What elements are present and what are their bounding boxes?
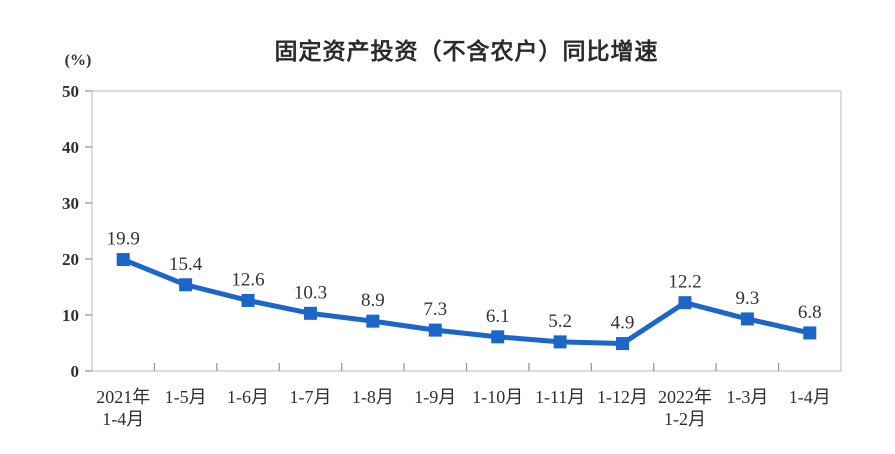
y-axis-tick-label: 10 bbox=[62, 306, 79, 325]
data-point-marker bbox=[366, 314, 380, 328]
x-axis-tick-label: 1-8月 bbox=[352, 387, 394, 407]
x-axis-tick-label: 1-12月 bbox=[597, 387, 648, 407]
data-point-label: 9.3 bbox=[736, 288, 760, 309]
data-point-label: 12.2 bbox=[668, 272, 701, 293]
x-axis-tick-label: 1-4月 bbox=[102, 409, 144, 429]
data-point-marker bbox=[803, 326, 817, 340]
data-point-label: 4.9 bbox=[611, 313, 635, 334]
data-point-marker bbox=[116, 253, 130, 267]
data-point-marker bbox=[491, 330, 505, 344]
data-point-label: 10.3 bbox=[294, 282, 327, 303]
x-axis-tick-label: 2022年 bbox=[658, 387, 712, 407]
trend-line bbox=[120, 257, 813, 347]
x-axis-tick-label: 1-4月 bbox=[789, 387, 831, 407]
y-axis-tick-label: 50 bbox=[62, 82, 79, 101]
x-axis-tick-label: 1-9月 bbox=[414, 387, 456, 407]
x-axis-tick-label: 1-3月 bbox=[726, 387, 768, 407]
x-axis-tick-label: 1-6月 bbox=[227, 387, 269, 407]
x-axis-tick-label: 1-5月 bbox=[165, 387, 207, 407]
data-point-label: 7.3 bbox=[423, 299, 447, 320]
y-axis-tick-label: 40 bbox=[62, 138, 79, 157]
data-point-marker bbox=[553, 335, 567, 349]
data-point-label: 6.8 bbox=[798, 302, 822, 323]
x-axis-tick-label: 1-7月 bbox=[289, 387, 331, 407]
y-axis-tick-label: 20 bbox=[62, 250, 79, 269]
data-point-marker bbox=[428, 323, 442, 337]
data-point-label: 8.9 bbox=[361, 290, 385, 311]
data-point-marker bbox=[740, 312, 754, 326]
y-axis-unit-label: (%) bbox=[64, 52, 92, 69]
x-axis-tick-label: 2021年 bbox=[96, 387, 150, 407]
data-point-marker bbox=[303, 306, 317, 320]
data-point-marker bbox=[241, 293, 255, 307]
data-point-marker bbox=[678, 296, 692, 310]
data-point-marker bbox=[616, 337, 630, 351]
data-point-label: 5.2 bbox=[548, 311, 572, 332]
plot-border bbox=[91, 90, 842, 372]
y-axis-tick-label: 30 bbox=[62, 194, 79, 213]
chart-title: 固定资产投资（不含农户）同比增速 bbox=[274, 38, 659, 64]
data-point-marker bbox=[179, 278, 193, 292]
data-point-label: 12.6 bbox=[231, 269, 264, 290]
data-point-label: 19.9 bbox=[107, 229, 140, 250]
data-point-label: 6.1 bbox=[486, 306, 510, 327]
x-axis-tick-label: 1-2月 bbox=[664, 409, 706, 429]
y-axis-tick-label: 0 bbox=[71, 362, 80, 381]
x-axis-tick-label: 1-11月 bbox=[535, 387, 585, 407]
x-axis-tick-label: 1-10月 bbox=[472, 387, 523, 407]
data-point-label: 15.4 bbox=[169, 254, 203, 275]
